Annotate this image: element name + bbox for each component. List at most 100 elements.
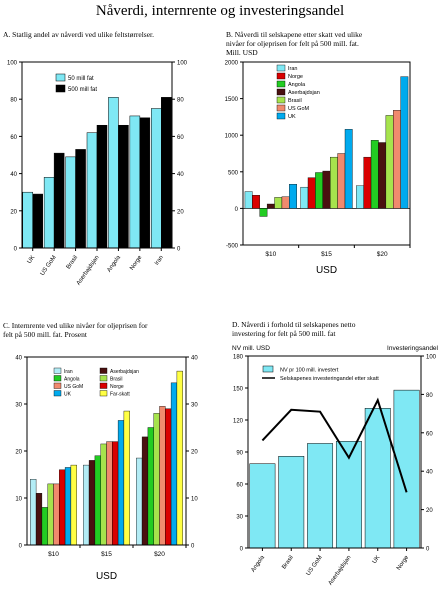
- chart-c-legend-swatch: [53, 390, 62, 397]
- chart-c-bar: [176, 370, 183, 546]
- chart-b-xlabel: USD: [316, 265, 337, 276]
- chart-b-xtick-label: $10: [265, 251, 276, 258]
- chart-c-bar: [112, 441, 119, 546]
- chart-c-bar: [117, 420, 125, 546]
- chart-a-y2tick-label: 0: [177, 247, 181, 253]
- chart-a-bar: [32, 193, 43, 249]
- chart-d-y2tick-label: 0: [426, 547, 430, 553]
- chart-b-bar: [356, 185, 364, 209]
- chart-c-ytick-label: 40: [15, 356, 22, 362]
- chart-a-xtick-label: UK: [27, 255, 37, 265]
- chart-d-ytick-label: 0: [240, 547, 244, 553]
- chart-a-xtick-label: Norge: [129, 254, 144, 271]
- chart-a-xtick-label: Brasil: [66, 255, 80, 271]
- chart-a-bar: [129, 115, 141, 249]
- chart-b-frame: [242, 61, 411, 246]
- chart-a-bar: [43, 177, 55, 249]
- chart-b-title: B. Nåverdi til selskapene etter skatt ve…: [226, 30, 363, 39]
- chart-c-ytick-label: 30: [15, 403, 22, 409]
- chart-a-bar: [96, 124, 108, 249]
- chart-a-title: A. Statlig andel av nåverdi ved ulike fe…: [3, 30, 154, 39]
- chart-d-y2tick-label: 80: [426, 393, 433, 399]
- chart-d-y2tick-label: 40: [426, 470, 433, 476]
- chart-c-bar: [141, 436, 149, 546]
- chart-c-bar: [83, 464, 90, 546]
- chart-a-xtick-label: Aserbajdsjan: [76, 255, 101, 287]
- chart-c-y2tick-label: 10: [191, 497, 198, 503]
- chart-b-ytick-label: 2000: [225, 61, 239, 67]
- chart-a-y2tick-label: 100: [177, 61, 188, 67]
- chart-c-bar: [88, 460, 96, 546]
- chart-b-xtick-label: $15: [321, 251, 332, 258]
- chart-c-ytick-label: 10: [15, 497, 22, 503]
- chart-b-bar: [315, 172, 323, 209]
- chart-b-bar: [266, 203, 275, 209]
- chart-c-xtick-label: $20: [154, 551, 165, 558]
- chart-c-legend-label: US GoM: [64, 384, 83, 390]
- chart-c-frame: [26, 356, 187, 546]
- chart-d-ytick-label: 60: [236, 483, 243, 489]
- chart-d-bar: [278, 456, 305, 549]
- chart-c-bar: [59, 469, 66, 546]
- chart-b-bar: [307, 177, 316, 209]
- chart-c-bar: [159, 406, 166, 546]
- chart-b-ytick-label: 1000: [225, 134, 239, 140]
- chart-c-bar: [41, 507, 48, 546]
- chart-b-bar: [400, 76, 409, 209]
- chart-a-bar: [118, 124, 129, 249]
- chart-d-legend-swatch-bar: [262, 365, 274, 373]
- chart-d-bar: [393, 389, 420, 549]
- chart-d-bar: [364, 408, 391, 549]
- chart-d-frame: [247, 355, 422, 549]
- chart-b-xtick-label: $20: [377, 251, 388, 258]
- chart-b-legend-label: Brasil: [288, 98, 302, 104]
- chart-c-title: C. Internrente ved ulike nivåer for olje…: [3, 321, 148, 330]
- chart-d-series-line: [261, 397, 408, 493]
- chart-b-legend-label: US GoM: [288, 106, 310, 112]
- chart-c-bar: [153, 413, 160, 546]
- chart-d-xtick-label: Norge: [396, 554, 411, 571]
- chart-c-bar: [70, 464, 77, 546]
- chart-b-ytick-label: -500: [226, 244, 239, 250]
- chart-a-y2tick-label: 40: [177, 172, 184, 178]
- chart-b-bar: [378, 142, 387, 209]
- chart-b-legend-swatch: [276, 80, 286, 88]
- chart-a-xtick-label: Iran: [154, 255, 165, 267]
- chart-c-ytick-label: 0: [19, 544, 23, 550]
- chart-b-bar: [330, 156, 338, 209]
- chart-c-legend-label: UK: [64, 392, 72, 398]
- chart-c-legend-label: Brasil: [110, 377, 123, 383]
- chart-c-bar: [100, 443, 107, 546]
- chart-b-bar: [322, 170, 331, 209]
- chart-b-legend-label: Norge: [288, 74, 303, 80]
- chart-d-title: D. Nåverdi i forhold til selskapenes net…: [232, 320, 356, 329]
- chart-a-legend-swatch: [55, 73, 66, 82]
- chart-a-bar: [75, 149, 86, 249]
- chart-b-legend-swatch: [276, 88, 286, 96]
- chart-a-y2tick-label: 60: [177, 135, 184, 141]
- chart-c-y2tick-label: 20: [191, 450, 198, 456]
- chart-c-bar: [94, 455, 101, 546]
- chart-c-legend-swatch: [53, 375, 62, 382]
- chart-a-ytick-label: 100: [7, 61, 18, 67]
- chart-c-bar: [30, 479, 37, 546]
- chart-c-legend-swatch: [99, 390, 108, 397]
- chart-c-legend-swatch: [53, 382, 62, 389]
- chart-b-bar: [259, 208, 268, 217]
- chart-b-legend-swatch: [276, 72, 286, 80]
- chart-d-ytick-label: 120: [233, 419, 244, 425]
- chart-c-legend-swatch: [53, 367, 62, 374]
- chart-b-legend-label: Aserbajdsjan: [288, 90, 320, 96]
- chart-d-title: investering for felt på 500 mill. fat: [232, 329, 336, 338]
- chart-c-title: felt på 500 mill. fat. Prosent: [3, 330, 88, 339]
- chart-a-legend-label: 500 mill fat: [68, 87, 97, 93]
- chart-c-bar: [53, 483, 60, 546]
- chart-d-y2tick-label: 20: [426, 508, 433, 514]
- chart-b-bar: [393, 110, 401, 209]
- chart-d-bar: [249, 463, 276, 549]
- chart-c-legend-swatch: [99, 375, 108, 382]
- chart-b-bar: [363, 156, 372, 209]
- chart-b-ytick-label: 0: [235, 207, 239, 213]
- page-title: Nåverdi, internrente og investeringsande…: [95, 3, 345, 19]
- chart-d-ylabel: NV mill. USD: [232, 345, 270, 352]
